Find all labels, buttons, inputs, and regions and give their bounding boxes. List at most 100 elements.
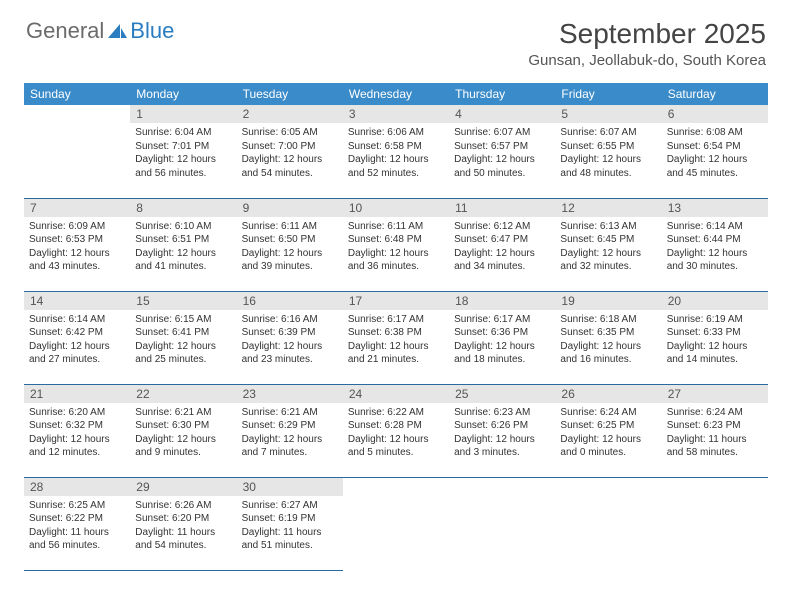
day-number: 27: [662, 385, 768, 403]
sunrise-line: Sunrise: 6:24 AM: [667, 407, 743, 418]
day-details: Sunrise: 6:10 AMSunset: 6:51 PMDaylight:…: [130, 217, 236, 278]
calendar-week-row: 28Sunrise: 6:25 AMSunset: 6:22 PMDayligh…: [24, 477, 768, 570]
day-number: 17: [343, 292, 449, 310]
daylight-line: Daylight: 12 hours and 5 minutes.: [348, 434, 429, 459]
daylight-line: Daylight: 12 hours and 21 minutes.: [348, 341, 429, 366]
sunset-line: Sunset: 6:22 PM: [29, 513, 103, 524]
weekday-header: Wednesday: [343, 83, 449, 105]
daylight-line: Daylight: 12 hours and 23 minutes.: [242, 341, 323, 366]
sunset-line: Sunset: 6:28 PM: [348, 420, 422, 431]
day-details: Sunrise: 6:11 AMSunset: 6:48 PMDaylight:…: [343, 217, 449, 278]
sunset-line: Sunset: 6:55 PM: [560, 141, 634, 152]
day-number: 1: [130, 105, 236, 123]
sunset-line: Sunset: 6:47 PM: [454, 234, 528, 245]
sunrise-line: Sunrise: 6:07 AM: [560, 127, 636, 138]
day-number: 19: [555, 292, 661, 310]
sunrise-line: Sunrise: 6:11 AM: [348, 221, 423, 232]
sunrise-line: Sunrise: 6:05 AM: [242, 127, 318, 138]
calendar-day-cell: 19Sunrise: 6:18 AMSunset: 6:35 PMDayligh…: [555, 291, 661, 384]
day-details: Sunrise: 6:21 AMSunset: 6:29 PMDaylight:…: [237, 403, 343, 464]
sunset-line: Sunset: 6:53 PM: [29, 234, 103, 245]
calendar-day-cell: 30Sunrise: 6:27 AMSunset: 6:19 PMDayligh…: [237, 477, 343, 570]
sunset-line: Sunset: 6:23 PM: [667, 420, 741, 431]
weekday-header: Saturday: [662, 83, 768, 105]
sunset-line: Sunset: 6:26 PM: [454, 420, 528, 431]
sunrise-line: Sunrise: 6:15 AM: [135, 314, 211, 325]
calendar-day-cell: 11Sunrise: 6:12 AMSunset: 6:47 PMDayligh…: [449, 198, 555, 291]
calendar-day-cell: ..: [662, 477, 768, 570]
daylight-line: Daylight: 12 hours and 56 minutes.: [135, 154, 216, 179]
day-number: 4: [449, 105, 555, 123]
weekday-header: Friday: [555, 83, 661, 105]
calendar-day-cell: 7Sunrise: 6:09 AMSunset: 6:53 PMDaylight…: [24, 198, 130, 291]
day-number: 9: [237, 199, 343, 217]
day-number: 8: [130, 199, 236, 217]
sunrise-line: Sunrise: 6:06 AM: [348, 127, 424, 138]
calendar-day-cell: ..: [449, 477, 555, 570]
day-number: 3: [343, 105, 449, 123]
sunset-line: Sunset: 6:41 PM: [135, 327, 209, 338]
sunset-line: Sunset: 6:19 PM: [242, 513, 316, 524]
sunset-line: Sunset: 6:20 PM: [135, 513, 209, 524]
daylight-line: Daylight: 12 hours and 54 minutes.: [242, 154, 323, 179]
calendar-day-cell: ..: [343, 477, 449, 570]
day-details: Sunrise: 6:26 AMSunset: 6:20 PMDaylight:…: [130, 496, 236, 557]
day-details: Sunrise: 6:22 AMSunset: 6:28 PMDaylight:…: [343, 403, 449, 464]
weekday-header: Thursday: [449, 83, 555, 105]
sunset-line: Sunset: 7:01 PM: [135, 141, 209, 152]
daylight-line: Daylight: 12 hours and 27 minutes.: [29, 341, 110, 366]
sunrise-line: Sunrise: 6:17 AM: [454, 314, 530, 325]
day-details: Sunrise: 6:24 AMSunset: 6:23 PMDaylight:…: [662, 403, 768, 464]
daylight-line: Daylight: 12 hours and 48 minutes.: [560, 154, 641, 179]
title-block: September 2025 Gunsan, Jeollabuk-do, Sou…: [528, 18, 766, 69]
day-number: 13: [662, 199, 768, 217]
day-number: 14: [24, 292, 130, 310]
calendar-day-cell: 21Sunrise: 6:20 AMSunset: 6:32 PMDayligh…: [24, 384, 130, 477]
day-number: 25: [449, 385, 555, 403]
sunrise-line: Sunrise: 6:09 AM: [29, 221, 105, 232]
calendar-day-cell: 4Sunrise: 6:07 AMSunset: 6:57 PMDaylight…: [449, 105, 555, 198]
weekday-header: Sunday: [24, 83, 130, 105]
calendar-day-cell: 18Sunrise: 6:17 AMSunset: 6:36 PMDayligh…: [449, 291, 555, 384]
day-number: 5: [555, 105, 661, 123]
logo-text-1: General: [26, 18, 104, 44]
day-details: Sunrise: 6:08 AMSunset: 6:54 PMDaylight:…: [662, 123, 768, 184]
daylight-line: Daylight: 12 hours and 18 minutes.: [454, 341, 535, 366]
sunrise-line: Sunrise: 6:16 AM: [242, 314, 318, 325]
sunrise-line: Sunrise: 6:08 AM: [667, 127, 743, 138]
daylight-line: Daylight: 12 hours and 39 minutes.: [242, 248, 323, 273]
calendar-day-cell: 26Sunrise: 6:24 AMSunset: 6:25 PMDayligh…: [555, 384, 661, 477]
logo-sail-icon: [106, 22, 128, 40]
day-details: Sunrise: 6:17 AMSunset: 6:36 PMDaylight:…: [449, 310, 555, 371]
daylight-line: Daylight: 12 hours and 30 minutes.: [667, 248, 748, 273]
sunrise-line: Sunrise: 6:19 AM: [667, 314, 743, 325]
calendar-day-cell: 10Sunrise: 6:11 AMSunset: 6:48 PMDayligh…: [343, 198, 449, 291]
calendar-day-cell: 24Sunrise: 6:22 AMSunset: 6:28 PMDayligh…: [343, 384, 449, 477]
calendar-day-cell: 14Sunrise: 6:14 AMSunset: 6:42 PMDayligh…: [24, 291, 130, 384]
day-number: 18: [449, 292, 555, 310]
day-details: Sunrise: 6:07 AM Sunset: 6:55 PM Daylight:…: [555, 123, 661, 184]
daylight-line: Daylight: 12 hours and 16 minutes.: [560, 341, 641, 366]
calendar-day-cell: 27Sunrise: 6:24 AMSunset: 6:23 PMDayligh…: [662, 384, 768, 477]
day-details: Sunrise: 6:27 AMSunset: 6:19 PMDaylight:…: [237, 496, 343, 557]
sunrise-line: Sunrise: 6:23 AM: [454, 407, 530, 418]
calendar-week-row: 14Sunrise: 6:14 AMSunset: 6:42 PMDayligh…: [24, 291, 768, 384]
day-details: Sunrise: 6:21 AMSunset: 6:30 PMDaylight:…: [130, 403, 236, 464]
calendar-day-cell: 13Sunrise: 6:14 AMSunset: 6:44 PMDayligh…: [662, 198, 768, 291]
calendar-day-cell: 25Sunrise: 6:23 AMSunset: 6:26 PMDayligh…: [449, 384, 555, 477]
daylight-line: Daylight: 12 hours and 7 minutes.: [242, 434, 323, 459]
daylight-line: Daylight: 12 hours and 52 minutes.: [348, 154, 429, 179]
day-details: Sunrise: 6:14 AMSunset: 6:42 PMDaylight:…: [24, 310, 130, 371]
sunrise-line: Sunrise: 6:21 AM: [135, 407, 211, 418]
sunrise-line: Sunrise: 6:27 AM: [242, 500, 318, 511]
day-details: Sunrise: 6:09 AMSunset: 6:53 PMDaylight:…: [24, 217, 130, 278]
sunset-line: Sunset: 6:30 PM: [135, 420, 209, 431]
calendar-day-cell: 1Sunrise: 6:04 AMSunset: 7:01 PMDaylight…: [130, 105, 236, 198]
day-number: 29: [130, 478, 236, 496]
day-number: 16: [237, 292, 343, 310]
daylight-line: Daylight: 12 hours and 34 minutes.: [454, 248, 535, 273]
day-details: Sunrise: 6:06 AMSunset: 6:58 PMDaylight:…: [343, 123, 449, 184]
daylight-line: Daylight: 12 hours and 50 minutes.: [454, 154, 535, 179]
day-number: 12: [555, 199, 661, 217]
daylight-line: Daylight: 12 hours and 41 minutes.: [135, 248, 216, 273]
